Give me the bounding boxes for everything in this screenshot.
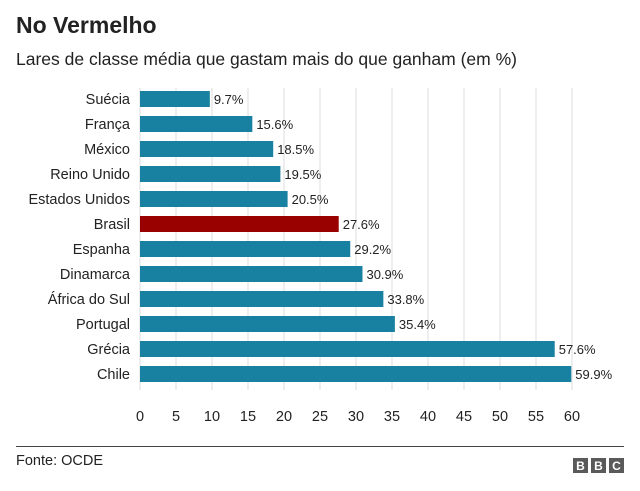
bbc-logo-letter: B	[573, 458, 588, 473]
category-label: Grécia	[87, 342, 131, 358]
bar-11	[140, 366, 572, 382]
category-label: Portugal	[76, 317, 130, 333]
bar-7	[140, 266, 363, 282]
x-tick-label: 60	[564, 409, 580, 425]
grid-lines	[139, 88, 573, 390]
category-label: Chile	[97, 367, 130, 383]
bbc-logo-letter: C	[609, 458, 624, 473]
bar-5	[140, 216, 339, 232]
source-note: Fonte: OCDE	[16, 453, 104, 469]
category-label: França	[85, 117, 131, 133]
chart-subtitle: Lares de classe média que gastam mais do…	[16, 49, 517, 69]
x-tick-label: 5	[172, 409, 180, 425]
value-label: 59.9%	[575, 367, 612, 382]
x-axis-ticks: 0 5 10 15 20 25 30 35 40 45 50 55 60	[136, 409, 580, 425]
x-tick-label: 30	[348, 409, 364, 425]
category-label: Reino Unido	[50, 167, 130, 183]
category-label: Espanha	[73, 242, 131, 258]
x-tick-label: 45	[456, 409, 472, 425]
x-tick-label: 50	[492, 409, 508, 425]
value-label: 27.6%	[343, 217, 380, 232]
bar-4	[140, 191, 288, 207]
bar-3	[140, 166, 281, 182]
category-label: África do Sul	[48, 291, 130, 308]
bbc-logo: B B C	[573, 458, 624, 473]
bar-8	[140, 291, 384, 307]
bars	[140, 91, 572, 382]
category-label: Brasil	[94, 217, 130, 233]
value-label: 20.5%	[292, 192, 329, 207]
category-labels: Suécia França México Reino Unido Estados Uni…	[28, 92, 130, 383]
x-tick-label: 55	[528, 409, 544, 425]
value-label: 35.4%	[399, 317, 436, 332]
x-tick-label: 20	[276, 409, 292, 425]
value-label: 9.7%	[214, 92, 244, 107]
x-tick-label: 25	[312, 409, 328, 425]
category-label: Dinamarca	[60, 267, 131, 283]
value-label: 57.6%	[559, 342, 596, 357]
bar-9	[140, 316, 395, 332]
bar-2	[140, 141, 274, 157]
x-tick-label: 15	[240, 409, 256, 425]
chart-title: No Vermelho	[16, 12, 157, 38]
category-label: Estados Unidos	[28, 192, 130, 208]
x-tick-label: 35	[384, 409, 400, 425]
value-label: 30.9%	[366, 267, 403, 282]
x-tick-label: 40	[420, 409, 436, 425]
value-label: 33.8%	[387, 292, 424, 307]
bar-0	[140, 91, 210, 107]
value-label: 18.5%	[277, 142, 314, 157]
category-label: Suécia	[86, 92, 131, 108]
x-tick-label: 10	[204, 409, 220, 425]
bar-6	[140, 241, 351, 257]
bar-1	[140, 116, 253, 132]
value-label: 15.6%	[256, 117, 293, 132]
value-label: 19.5%	[284, 167, 321, 182]
bar-10	[140, 341, 555, 357]
value-labels: 9.7% 15.6% 18.5% 19.5% 20.5% 27.6% 29.2% 30.9% 3…	[214, 92, 613, 382]
footer-divider	[16, 446, 624, 447]
category-label: México	[84, 142, 130, 158]
bbc-logo-letter: B	[591, 458, 606, 473]
x-tick-label: 0	[136, 409, 144, 425]
value-label: 29.2%	[354, 242, 391, 257]
